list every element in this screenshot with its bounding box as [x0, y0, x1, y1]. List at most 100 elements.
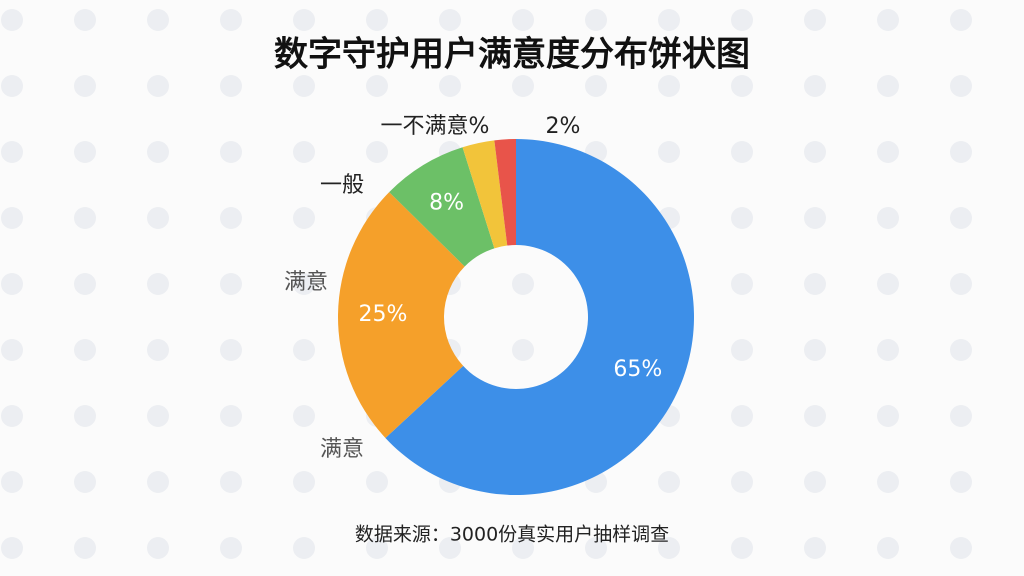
bg-dot — [293, 405, 315, 427]
bg-dot — [731, 75, 753, 97]
bg-dot — [877, 9, 899, 31]
pie-slice — [462, 140, 508, 249]
bg-dot — [147, 537, 169, 559]
bg-dot — [147, 9, 169, 31]
bg-dot — [658, 9, 680, 31]
bg-dot — [220, 339, 242, 361]
bg-dot — [804, 9, 826, 31]
bg-dot — [1, 273, 23, 295]
bg-dot — [1, 405, 23, 427]
bg-dot — [293, 339, 315, 361]
bg-dot — [804, 75, 826, 97]
bg-dot — [1, 9, 23, 31]
pie-slice — [338, 192, 465, 438]
bg-dot — [1, 75, 23, 97]
bg-dot — [74, 471, 96, 493]
bg-dot — [950, 273, 972, 295]
bg-dot — [731, 9, 753, 31]
bg-dot — [950, 75, 972, 97]
bg-dot — [366, 141, 388, 163]
bg-dot — [220, 471, 242, 493]
bg-dot — [950, 537, 972, 559]
pie-slice — [389, 147, 495, 267]
bg-dot — [220, 273, 242, 295]
bg-dot — [877, 141, 899, 163]
bg-dot — [731, 207, 753, 229]
bg-dot — [74, 141, 96, 163]
value-label: 8% — [429, 191, 464, 216]
bg-dot — [439, 537, 461, 559]
bg-dot — [731, 141, 753, 163]
bg-dot — [366, 471, 388, 493]
category-label: 一般 — [320, 173, 364, 198]
bg-dot — [147, 75, 169, 97]
chart-title: 数字守护用户满意度分布饼状图 — [274, 35, 750, 75]
bg-dot — [293, 9, 315, 31]
bg-dot — [293, 75, 315, 97]
bg-dot — [585, 9, 607, 31]
bg-dot — [512, 9, 534, 31]
bg-dot — [658, 75, 680, 97]
background-pattern — [1, 9, 972, 559]
bg-dot — [512, 273, 534, 295]
bg-dot — [74, 9, 96, 31]
bg-dot — [220, 9, 242, 31]
bg-dot — [147, 339, 169, 361]
bg-dot — [439, 75, 461, 97]
bg-dot — [74, 537, 96, 559]
value-label: 2% — [546, 114, 581, 139]
bg-dot — [950, 141, 972, 163]
category-label: 满意 — [284, 270, 328, 295]
bg-dot — [512, 339, 534, 361]
bg-dot — [293, 273, 315, 295]
bg-dot — [74, 405, 96, 427]
bg-dot — [950, 471, 972, 493]
bg-dot — [147, 471, 169, 493]
bg-dot — [1, 537, 23, 559]
bg-dot — [366, 9, 388, 31]
bg-dot — [585, 537, 607, 559]
source-note: 数据来源：3000份真实用户抽样调查 — [355, 524, 669, 546]
bg-dot — [512, 75, 534, 97]
bg-dot — [804, 141, 826, 163]
bg-dot — [1, 339, 23, 361]
bg-dot — [147, 405, 169, 427]
bg-dot — [220, 537, 242, 559]
bg-dot — [804, 273, 826, 295]
bg-dot — [147, 141, 169, 163]
bg-dot — [366, 75, 388, 97]
bg-dot — [950, 207, 972, 229]
bg-dot — [293, 141, 315, 163]
pie-slice — [494, 139, 516, 246]
bg-dot — [804, 339, 826, 361]
bg-dot — [220, 75, 242, 97]
bg-dot — [147, 207, 169, 229]
bg-dot — [512, 537, 534, 559]
bg-dot — [950, 9, 972, 31]
bg-dot — [74, 75, 96, 97]
bg-dot — [804, 405, 826, 427]
bg-dot — [293, 471, 315, 493]
category-label: 一不满意% — [381, 114, 490, 139]
bg-dot — [1, 207, 23, 229]
bg-dot — [74, 273, 96, 295]
pie-slice — [385, 139, 694, 495]
bg-dot — [74, 207, 96, 229]
bg-dot — [147, 273, 169, 295]
value-label: 65% — [613, 357, 662, 382]
bg-dot — [731, 405, 753, 427]
bg-dot — [293, 537, 315, 559]
bg-dot — [1, 141, 23, 163]
bg-dot — [366, 537, 388, 559]
bg-dot — [658, 141, 680, 163]
bg-dot — [585, 75, 607, 97]
bg-dot — [658, 471, 680, 493]
bg-dot — [220, 405, 242, 427]
bg-dot — [220, 207, 242, 229]
bg-dot — [877, 273, 899, 295]
bg-dot — [877, 339, 899, 361]
value-label: 25% — [359, 302, 408, 327]
bg-dot — [658, 537, 680, 559]
bg-dot — [804, 471, 826, 493]
